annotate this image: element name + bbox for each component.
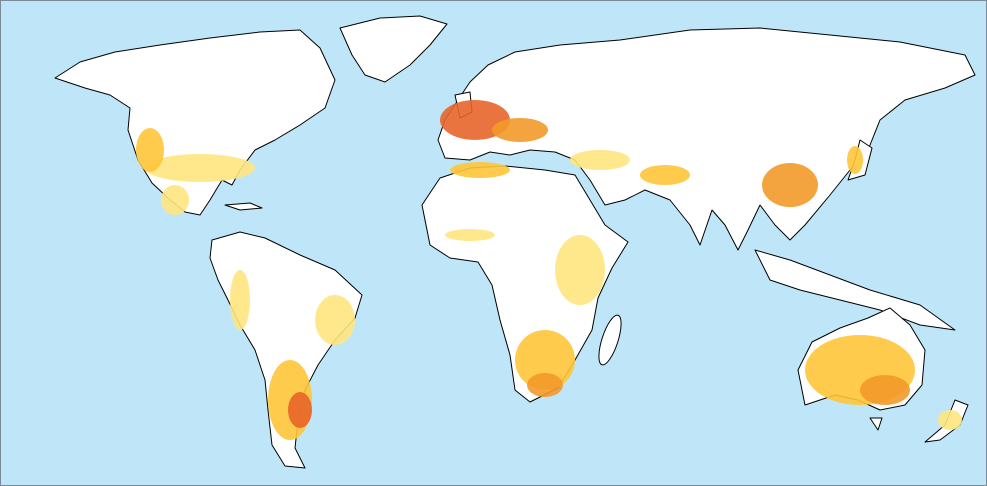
patch — [515, 330, 575, 390]
patch — [847, 146, 863, 174]
greenland — [339, 15, 448, 83]
patch — [450, 162, 510, 178]
southeast-asia — [754, 249, 956, 331]
patch — [136, 128, 164, 172]
patch — [555, 235, 605, 305]
patch — [161, 185, 189, 215]
patch — [492, 118, 548, 142]
patch — [315, 295, 355, 345]
africa — [421, 165, 629, 403]
patch — [762, 163, 818, 207]
patch — [860, 375, 910, 405]
patch — [288, 392, 312, 428]
patch — [527, 373, 563, 397]
patch — [570, 150, 630, 170]
patch — [938, 410, 962, 430]
madagascar — [598, 314, 622, 366]
tasmania — [869, 417, 883, 431]
patch — [145, 154, 255, 182]
patch — [640, 165, 690, 185]
caribbean — [224, 202, 263, 211]
patch — [445, 229, 495, 241]
patch — [230, 270, 250, 330]
suitability-patches — [136, 100, 962, 440]
